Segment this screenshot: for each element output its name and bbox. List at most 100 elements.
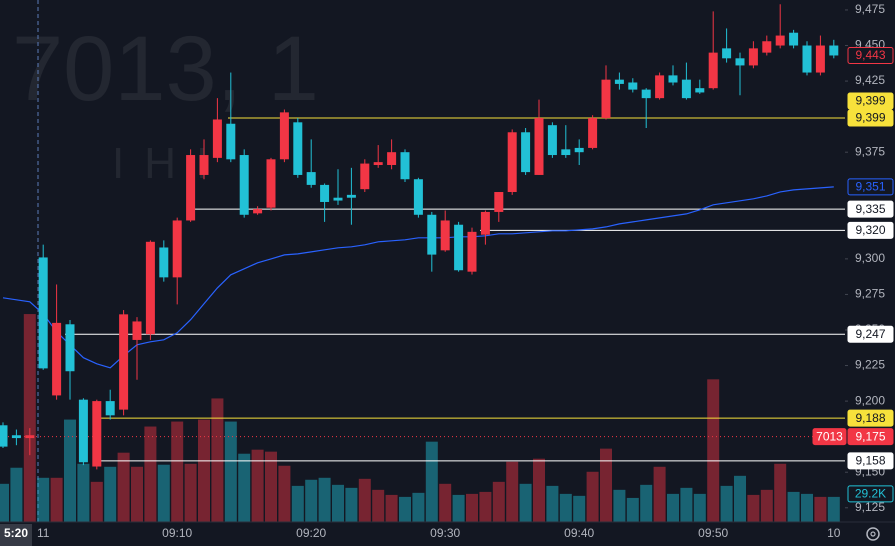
candle-body [78,399,88,463]
volume-bar [345,487,358,522]
candle-body [360,163,370,190]
prev-close-label-box [847,428,894,446]
volume-bar [358,478,371,522]
candle-body [641,89,651,99]
price-line-label-box [847,200,894,218]
volume-bar [600,448,612,522]
volume-bar [559,493,572,522]
price-line-label-box [847,109,894,127]
candle-body [253,209,263,214]
candle-body [119,314,129,410]
volume-bar [305,479,318,522]
candle-body [172,220,182,278]
y-tick-label: 9,375 [855,144,885,158]
volume-bar [814,496,827,522]
symbol-label-box [812,428,847,446]
candle-body [105,401,115,416]
candle-body [454,224,464,271]
volume-bar [50,477,63,522]
candle-body [132,321,142,340]
candle-body [480,211,490,235]
x-tick-label: 09:10 [162,526,192,540]
volume-bar [546,485,559,522]
volume-bar [680,487,693,522]
y-tick-label: 9,275 [855,287,885,301]
alert-label: 9,399 [855,94,885,108]
candle-body [333,197,343,201]
volume-bar [0,483,9,522]
volume-bar [626,497,639,522]
y-tick-label: 9,125 [855,500,885,514]
volume-bar [466,493,478,522]
volume-layer [0,314,840,522]
candle-body [212,119,222,158]
volume-bar [801,493,813,522]
volume-bar [707,379,720,522]
candle-body [681,79,691,99]
candle-body [427,214,437,255]
volume-bar [385,494,398,522]
y-tick-label: 9,225 [855,358,885,372]
price-line-label-box [847,325,894,343]
candle-body [722,48,732,59]
candle-body [320,184,330,202]
candle-body [588,118,598,148]
volume-bar [586,471,599,522]
volume-bar [452,494,465,522]
candle-body [655,75,665,99]
candle-body [748,48,758,66]
price-line-label: 9,158 [855,454,885,468]
candle-body [38,257,48,369]
volume-bar [439,483,452,522]
candle-body [400,152,410,180]
candle-body [708,52,718,89]
gear-center[interactable] [870,531,876,537]
x-tick-label: 09:30 [430,526,460,540]
gear-icon[interactable] [866,527,880,541]
candle-body [186,155,196,221]
volume-bar [90,481,103,522]
candle-body [92,401,102,467]
ma-label-box [847,178,894,196]
x-tick-label: 09:20 [296,526,326,540]
candle-body [829,45,839,56]
candle-body [668,75,678,83]
candle-body [574,147,584,153]
candle-body [507,132,517,193]
x-tick-label: 09:50 [698,526,728,540]
price-line-label-box [847,409,894,427]
candle-body [11,435,21,439]
x-tick-label: 11 [37,526,50,540]
volume-bar [10,467,23,522]
volume-bar [653,466,666,522]
prev-close-label: 9,175 [855,429,885,443]
time-axis-background [0,522,845,546]
time-axis: 5:20 11 09:10 09:20 09:30 09:40 09:50 10 [0,521,895,546]
symbol-label: 7013 [816,429,843,443]
volume-bar [238,453,251,522]
volume-bar [157,464,170,522]
settings-button[interactable] [866,527,880,541]
volume-bar [23,314,36,522]
volume-bar [131,466,143,522]
candle-body [614,79,624,84]
volume-bar [318,477,331,522]
y-tick-label: 9,300 [855,251,885,265]
badges-layer: 9,399 9,335 9,320 9,247 9,188 9,158 9,399 9,175… [812,46,894,503]
candle-body [239,155,249,215]
alert-label-box [847,92,894,110]
price-line-label: 9,247 [855,327,885,341]
volume-bar [425,441,438,522]
volume-bar [573,495,586,522]
volume-bar [827,496,840,522]
volume-bar [265,451,277,522]
x-tick-label: 09:40 [564,526,594,540]
volume-bar [774,463,787,522]
candle-body [346,194,356,198]
volume-bar [251,449,264,522]
volume-bar [787,491,800,522]
volume-bar [667,493,679,522]
volume-bar [760,489,773,522]
volume-bar [693,493,706,522]
